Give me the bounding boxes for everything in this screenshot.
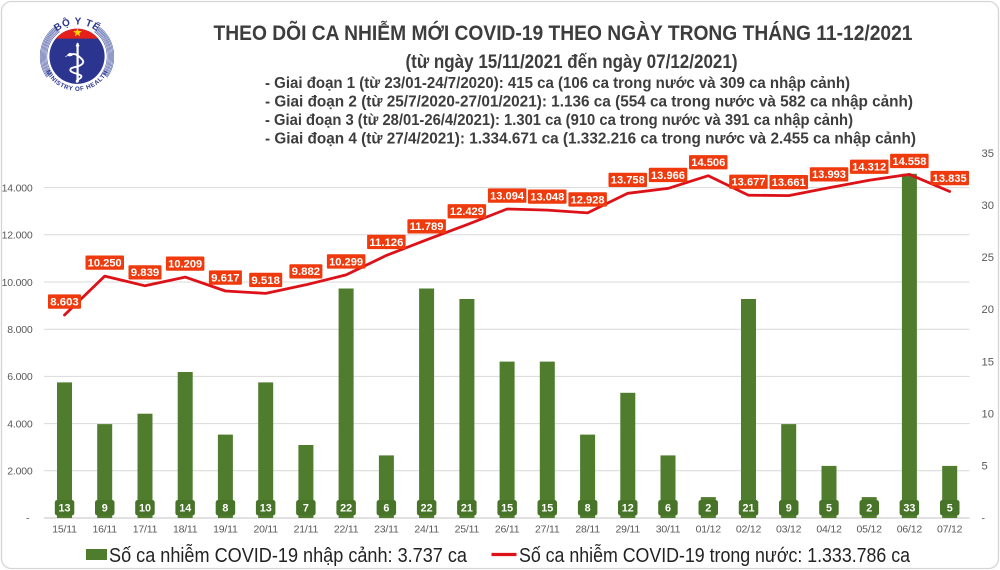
svg-text:20: 20 <box>982 304 994 316</box>
svg-text:15/11: 15/11 <box>52 524 77 536</box>
svg-text:27/11: 27/11 <box>535 524 560 536</box>
svg-text:21/11: 21/11 <box>294 524 319 536</box>
svg-text:6: 6 <box>383 503 389 515</box>
svg-text:BỘ Y TẾ: BỘ Y TẾ <box>52 15 103 34</box>
svg-text:12.000: 12.000 <box>2 230 33 242</box>
svg-text:7: 7 <box>303 503 309 515</box>
svg-text:07/12: 07/12 <box>937 524 963 536</box>
svg-text:11.789: 11.789 <box>410 221 444 233</box>
svg-text:19/11: 19/11 <box>213 524 238 536</box>
svg-text:13.661: 13.661 <box>772 177 806 189</box>
svg-text:15: 15 <box>501 503 513 515</box>
svg-text:21: 21 <box>461 503 473 515</box>
svg-text:- Giai đoạn 4 (từ 27/4/2021):: - Giai đoạn 4 (từ 27/4/2021): 1.334.671 … <box>265 131 916 148</box>
svg-text:4.000: 4.000 <box>7 418 33 430</box>
svg-text:9: 9 <box>102 503 108 515</box>
svg-text:9.839: 9.839 <box>131 267 160 279</box>
svg-text:15: 15 <box>541 503 553 515</box>
svg-text:10.250: 10.250 <box>88 258 122 270</box>
svg-text:14.558: 14.558 <box>892 156 926 168</box>
svg-text:- Giai đoạn 1 (từ 23/01-24/7/2: - Giai đoạn 1 (từ 23/01-24/7/2020): 415 … <box>265 75 850 92</box>
svg-text:04/12: 04/12 <box>816 524 842 536</box>
svg-text:26/11: 26/11 <box>495 524 520 536</box>
svg-text:2: 2 <box>866 503 872 515</box>
svg-text:25/11: 25/11 <box>455 524 480 536</box>
svg-text:13.758: 13.758 <box>611 175 645 187</box>
svg-text:9.882: 9.882 <box>292 266 321 278</box>
svg-text:10.000: 10.000 <box>2 277 33 289</box>
svg-text:35: 35 <box>982 148 994 160</box>
svg-text:10.299: 10.299 <box>329 256 363 268</box>
svg-text:15: 15 <box>982 356 994 368</box>
svg-text:8: 8 <box>222 503 228 515</box>
svg-text:14.000: 14.000 <box>2 182 33 194</box>
svg-text:14: 14 <box>179 503 191 515</box>
svg-text:30/11: 30/11 <box>656 524 681 536</box>
svg-text:10.209: 10.209 <box>168 259 202 271</box>
svg-text:-: - <box>982 513 986 525</box>
svg-text:8.000: 8.000 <box>7 324 33 336</box>
svg-text:13.993: 13.993 <box>812 169 846 181</box>
svg-text:13: 13 <box>58 503 70 515</box>
svg-text:30: 30 <box>982 200 994 212</box>
svg-text:13: 13 <box>260 503 272 515</box>
svg-text:22: 22 <box>421 503 433 515</box>
svg-text:06/12: 06/12 <box>897 524 923 536</box>
svg-text:23/11: 23/11 <box>374 524 399 536</box>
svg-text:THEO DÕI CA NHIỄM MỚI COVID-19: THEO DÕI CA NHIỄM MỚI COVID-19 THEO NGÀY… <box>214 21 913 45</box>
svg-text:01/12: 01/12 <box>696 524 722 536</box>
svg-text:5: 5 <box>947 503 953 515</box>
svg-text:25: 25 <box>982 252 994 264</box>
svg-text:5: 5 <box>826 503 832 515</box>
svg-text:10: 10 <box>982 409 994 421</box>
svg-text:6: 6 <box>665 503 671 515</box>
svg-text:18/11: 18/11 <box>173 524 198 536</box>
svg-text:2: 2 <box>705 503 711 515</box>
svg-text:22/11: 22/11 <box>334 524 359 536</box>
svg-text:13.835: 13.835 <box>933 173 967 185</box>
svg-text:17/11: 17/11 <box>133 524 158 536</box>
svg-text:9.518: 9.518 <box>251 275 280 287</box>
svg-text:16/11: 16/11 <box>92 524 117 536</box>
svg-text:13.677: 13.677 <box>732 177 766 189</box>
svg-text:28/11: 28/11 <box>575 524 600 536</box>
svg-text:14.312: 14.312 <box>852 162 886 174</box>
svg-text:12: 12 <box>622 503 634 515</box>
svg-text:13.048: 13.048 <box>530 192 564 204</box>
svg-text:- Giai đoạn 3 (từ 28/01-26/4/2: - Giai đoạn 3 (từ 28/01-26/4/2021): 1.30… <box>265 112 853 129</box>
svg-text:(từ ngày 15/11/2021 đến ngày 0: (từ ngày 15/11/2021 đến ngày 07/12/2021) <box>406 51 738 73</box>
svg-text:29/11: 29/11 <box>616 524 641 536</box>
svg-text:2.000: 2.000 <box>7 466 33 478</box>
svg-text:6.000: 6.000 <box>7 371 33 383</box>
svg-text:8: 8 <box>585 503 591 515</box>
svg-text:03/12: 03/12 <box>776 524 802 536</box>
svg-text:33: 33 <box>903 503 915 515</box>
svg-text:21: 21 <box>742 503 754 515</box>
svg-text:13.094: 13.094 <box>490 190 525 202</box>
svg-text:12.928: 12.928 <box>571 194 605 206</box>
svg-text:20/11: 20/11 <box>253 524 278 536</box>
svg-text:11.126: 11.126 <box>369 237 403 249</box>
svg-text:14.506: 14.506 <box>691 157 725 169</box>
svg-text:05/12: 05/12 <box>857 524 883 536</box>
svg-text:-: - <box>26 513 30 525</box>
svg-text:13.966: 13.966 <box>651 170 685 182</box>
svg-text:9.617: 9.617 <box>211 272 240 284</box>
svg-text:02/12: 02/12 <box>736 524 762 536</box>
svg-text:8.603: 8.603 <box>50 296 79 308</box>
svg-text:5: 5 <box>982 461 988 473</box>
svg-text:24/11: 24/11 <box>414 524 439 536</box>
svg-text:12.429: 12.429 <box>450 206 484 218</box>
svg-text:Số ca nhiễm COVID-19 nhập cảnh: Số ca nhiễm COVID-19 nhập cảnh: 3.737 ca <box>109 544 468 567</box>
svg-text:22: 22 <box>340 503 352 515</box>
svg-text:9: 9 <box>786 503 792 515</box>
svg-text:- Giai đoạn 2 (từ 25/7/2020-27: - Giai đoạn 2 (từ 25/7/2020-27/01/2021):… <box>265 94 913 111</box>
svg-text:10: 10 <box>139 503 151 515</box>
svg-text:Số ca nhiễm COVID-19 trong nướ: Số ca nhiễm COVID-19 trong nước: 1.333.7… <box>519 544 911 567</box>
